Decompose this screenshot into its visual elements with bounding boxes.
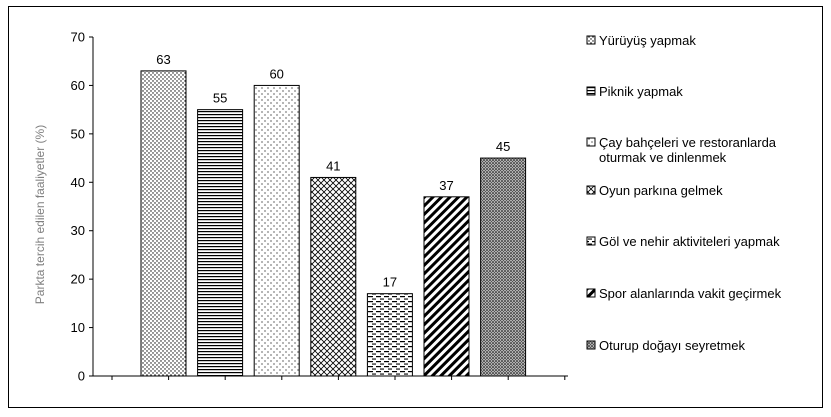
y-tick-label: 60 xyxy=(71,78,85,93)
bar xyxy=(310,176,357,377)
legend-swatch xyxy=(586,86,596,96)
data-label: 55 xyxy=(213,91,227,106)
data-label: 63 xyxy=(156,52,170,67)
y-tick-label: 50 xyxy=(71,126,85,141)
legend-entry: Piknik yapmak xyxy=(599,84,683,99)
data-label: 37 xyxy=(439,178,453,193)
bar xyxy=(253,84,300,377)
y-tick-label: 0 xyxy=(78,369,85,384)
legend-swatch xyxy=(586,340,596,350)
y-tick-label: 20 xyxy=(71,272,85,287)
legend-entry: Yürüyüş yapmak xyxy=(599,33,696,48)
legend-swatch xyxy=(586,236,596,246)
y-tick-label: 40 xyxy=(71,175,85,190)
legend-entry: Oturup doğayı seyretmek xyxy=(599,338,745,353)
legend-entry: Göl ve nehir aktiviteleri yapmak xyxy=(599,234,780,249)
chart-legend: Yürüyüş yapmak Piknik yapmak Çay bahçeleri… xyxy=(586,33,782,353)
legend-swatch xyxy=(586,35,596,45)
bar xyxy=(366,293,413,377)
y-tick-label: 30 xyxy=(71,223,85,238)
legend-swatch xyxy=(586,137,596,147)
legend-swatch xyxy=(586,288,596,298)
legend-entry: Oyun parkına gelmek xyxy=(599,183,723,198)
bar xyxy=(480,157,527,377)
data-label: 17 xyxy=(383,275,397,290)
y-tick-label: 10 xyxy=(71,320,85,335)
y-tick-label: 70 xyxy=(71,30,85,45)
data-label: 60 xyxy=(269,66,283,81)
legend-entry: Spor alanlarında vakit geçirmek xyxy=(599,286,782,301)
legend-entry: Çay bahçeleri ve restoranlarda xyxy=(599,135,777,150)
legend-entry: oturmak ve dinlenmek xyxy=(599,150,727,165)
bar xyxy=(423,196,470,377)
legend-swatch xyxy=(586,185,596,195)
data-label: 41 xyxy=(326,158,340,173)
y-axis-label: Parkta tercih edilen faaliyetler (%) xyxy=(33,125,47,304)
bar xyxy=(140,70,187,377)
chart-bars: 63 55 60 41 17 37 45 xyxy=(140,52,527,377)
data-label: 45 xyxy=(496,139,510,154)
bar xyxy=(197,109,244,377)
